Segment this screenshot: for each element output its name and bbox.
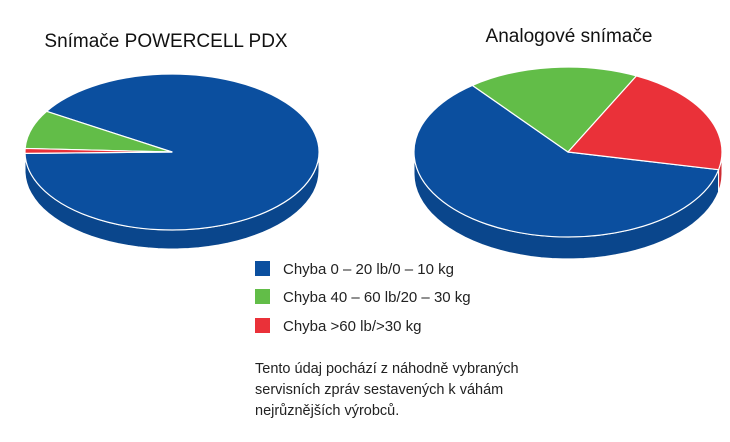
- pie-left-slice-red: [24, 147, 173, 154]
- legend-label-green: Chyba 40 – 60 lb/20 – 30 kg: [283, 289, 471, 306]
- pie-left: [24, 73, 320, 250]
- legend-label-red: Chyba >60 lb/>30 kg: [283, 318, 421, 335]
- pie-right: [413, 66, 723, 260]
- legend-swatch-blue: [255, 261, 270, 276]
- note-line-1: Tento údaj pochází z náhodně vybraných: [255, 361, 519, 377]
- pie-right-slice-blue: [413, 84, 720, 238]
- note-line-2: servisních zpráv sestavených k váhám: [255, 382, 503, 398]
- pie-right-slice-red: [567, 75, 723, 171]
- chart-title-right: Analogové snímače: [486, 26, 653, 47]
- legend-label-blue: Chyba 0 – 20 lb/0 – 10 kg: [283, 261, 454, 278]
- note-line-3: nejrůznějších výrobců.: [255, 403, 399, 419]
- pie-right-slice-green: [471, 66, 638, 153]
- legend: Chyba 0 – 20 lb/0 – 10 kg Chyba 40 – 60 …: [255, 261, 471, 335]
- legend-swatch-red: [255, 318, 270, 333]
- source-note: Tento údaj pochází z náhodně vybraných s…: [255, 361, 519, 419]
- legend-swatch-green: [255, 289, 270, 304]
- chart-title-left: Snímače POWERCELL PDX: [44, 31, 288, 52]
